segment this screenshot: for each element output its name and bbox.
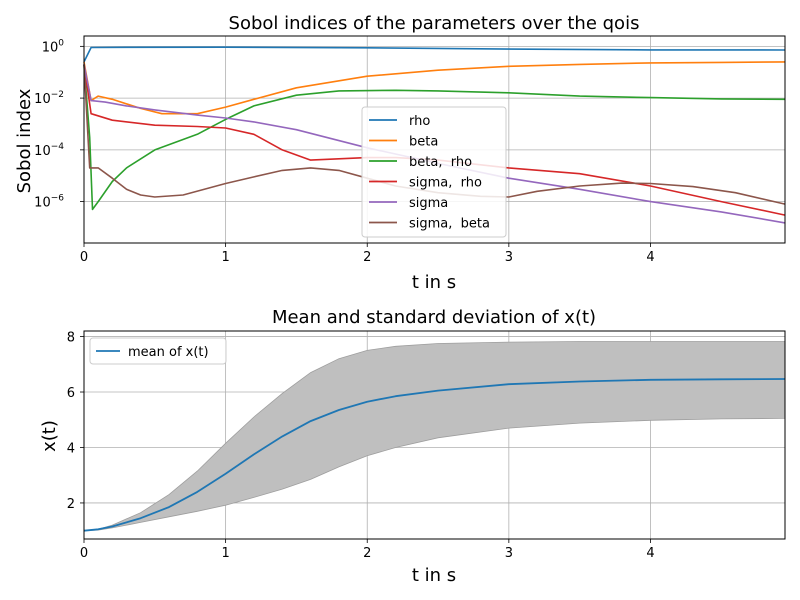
mean-std-chart-legend: mean of x(t) xyxy=(89,337,227,365)
sobol-chart-ytick-label: 10−6 xyxy=(34,194,64,211)
sobol-series-line-1 xyxy=(83,61,786,115)
sobol-chart: Sobol indices of the parameters over the… xyxy=(14,13,786,293)
mean-std-chart-title: Mean and standard deviation of x(t) xyxy=(272,307,596,328)
mean-std-chart-ylabel: x(t) xyxy=(39,420,60,452)
sobol-chart-frame xyxy=(83,35,786,244)
sobol-legend-label: sigma, rho xyxy=(409,176,482,191)
mean-std-chart-ticks: 0 1 2 3 4 2 4 6 8 xyxy=(67,331,655,561)
mean-std-legend-label: mean of x(t) xyxy=(128,345,209,360)
mean-std-legend-box xyxy=(89,337,227,365)
sobol-series-line-3 xyxy=(83,64,786,216)
sobol-series-line-4 xyxy=(83,64,786,224)
sobol-legend-label: beta xyxy=(409,135,438,150)
sobol-chart-title: Sobol indices of the parameters over the… xyxy=(229,13,640,34)
sobol-chart-xtick-label: 1 xyxy=(221,250,229,265)
sobol-chart-lines xyxy=(83,46,786,224)
sobol-legend-label: rho xyxy=(409,114,430,129)
sobol-chart-ytick-label: 10−4 xyxy=(34,142,64,159)
sobol-legend-label: sigma, beta xyxy=(409,217,490,232)
sobol-chart-ytick-label: 100 xyxy=(42,38,65,55)
sobol-series-line-2 xyxy=(83,64,786,211)
mean-std-chart-xlabel: t in s xyxy=(412,565,456,586)
mean-series-line xyxy=(83,378,786,532)
mean-std-chart-ytick-label: 6 xyxy=(67,386,75,401)
sobol-chart-ticks: 0 1 2 3 4 100 10−2 10−4 10−6 xyxy=(34,38,654,265)
sobol-chart-xtick-label: 0 xyxy=(80,250,88,265)
sobol-series-line-0 xyxy=(83,46,786,63)
sobol-chart-ylabel: Sobol index xyxy=(14,88,35,193)
sobol-series-line-5 xyxy=(83,64,786,205)
sobol-chart-xtick-label: 3 xyxy=(505,250,513,265)
mean-std-chart-frame xyxy=(83,330,786,540)
sobol-legend-box xyxy=(361,106,507,238)
sobol-chart-ytick-label: 10−2 xyxy=(34,90,64,107)
sobol-legend-label: beta, rho xyxy=(409,155,472,170)
mean-std-chart-xtick-label: 2 xyxy=(363,546,371,561)
sobol-chart-xlabel: t in s xyxy=(412,272,456,293)
mean-std-chart-ytick-label: 8 xyxy=(67,331,75,346)
mean-std-chart-xtick-label: 0 xyxy=(80,546,88,561)
sobol-chart-legend: rho beta beta, rho sigma, rho sigma sigma, be… xyxy=(361,106,507,238)
sobol-legend-label: sigma xyxy=(409,196,448,211)
std-deviation-band xyxy=(83,341,786,532)
sobol-chart-xtick-label: 4 xyxy=(646,250,654,265)
mean-std-chart: Mean and standard deviation of x(t) t in… xyxy=(39,307,786,586)
mean-std-chart-xtick-label: 3 xyxy=(505,546,513,561)
sobol-chart-xtick-label: 2 xyxy=(363,250,371,265)
mean-std-chart-xtick-label: 4 xyxy=(646,546,654,561)
mean-std-chart-ytick-label: 4 xyxy=(67,441,75,456)
mean-std-chart-lines xyxy=(83,378,786,532)
mean-std-chart-xtick-label: 1 xyxy=(221,546,229,561)
mean-std-chart-band-layer xyxy=(83,341,786,532)
mean-std-chart-ytick-label: 2 xyxy=(67,497,75,512)
